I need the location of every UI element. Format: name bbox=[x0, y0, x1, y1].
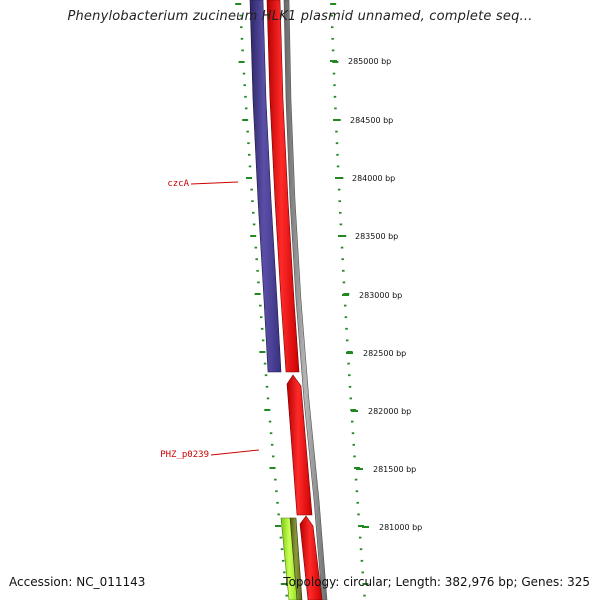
gene-label-text: czcA bbox=[167, 179, 189, 189]
tick-label: 281500 bp bbox=[373, 465, 416, 474]
backbone-line bbox=[283, 0, 328, 600]
gene-lime[interactable] bbox=[280, 517, 299, 600]
gene-red-lower[interactable] bbox=[299, 515, 323, 600]
tick-labels: 285000 bp 284500 bp 284000 bp 283500 bp … bbox=[348, 57, 422, 532]
gene-red-upper[interactable] bbox=[266, 0, 300, 373]
tick-label: 282500 bp bbox=[363, 349, 406, 358]
major-ticks bbox=[330, 60, 369, 528]
inner-tick-track bbox=[235, 3, 288, 597]
tick-label: 281000 bp bbox=[379, 523, 422, 532]
gene-czcA[interactable] bbox=[249, 0, 282, 373]
tick-label: 284000 bp bbox=[352, 174, 395, 183]
gene-label-text: PHZ_p0239 bbox=[160, 450, 209, 460]
tick-label: 284500 bp bbox=[350, 116, 393, 125]
tick-label: 283000 bp bbox=[359, 291, 402, 300]
gene-label-PHZ_p0239[interactable]: PHZ_p0239 bbox=[160, 449, 260, 460]
gene-PHZ_p0239[interactable] bbox=[286, 374, 313, 516]
gene-label-czcA[interactable]: czcA bbox=[167, 179, 239, 189]
tick-label: 283500 bp bbox=[355, 232, 398, 241]
map-title: Phenylobacterium zucineum HLK1 plasmid u… bbox=[67, 9, 533, 24]
accession-text: Accession: NC_011143 bbox=[9, 575, 146, 589]
tick-label: 285000 bp bbox=[348, 57, 391, 66]
topology-text: Topology: circular; Length: 382,976 bp; … bbox=[283, 575, 590, 589]
gene-olive[interactable] bbox=[289, 517, 303, 600]
tick-label: 282000 bp bbox=[368, 407, 411, 416]
